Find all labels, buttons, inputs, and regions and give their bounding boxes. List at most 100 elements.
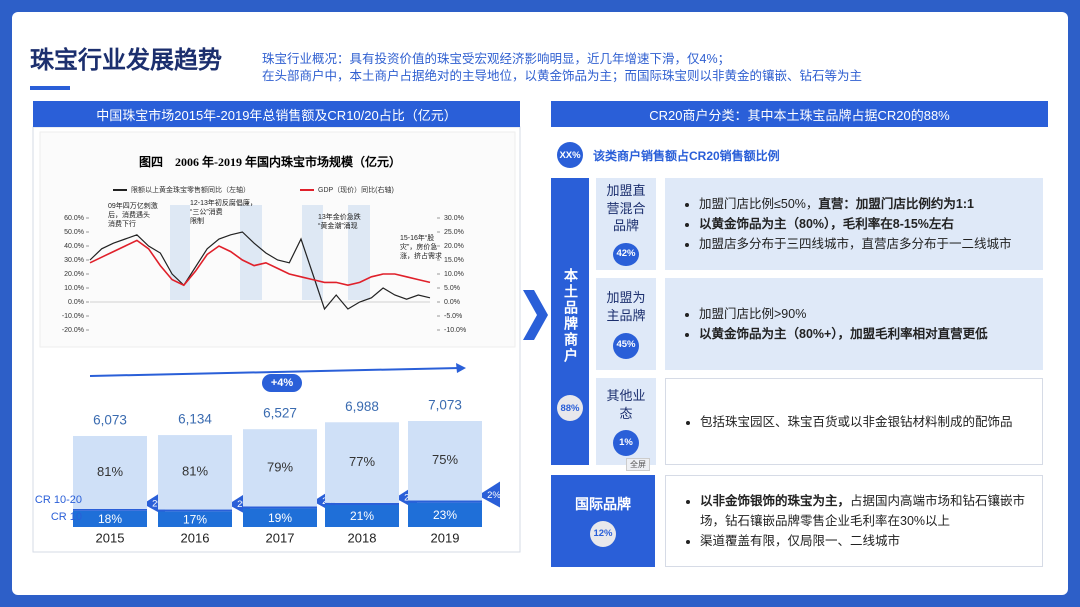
- bar-segment: [158, 509, 232, 512]
- x-tick-label: 2016: [181, 530, 210, 545]
- title-underline: [30, 86, 70, 90]
- bullet-text: 占据国内高端市场和钻石镶嵌市场，钻石镶嵌品牌零售企业毛利率在30%以上: [700, 494, 1026, 528]
- bullet: 以黄金饰品为主（80%），毛利率在8-15%左右: [699, 214, 1029, 234]
- value-label: 2%: [487, 490, 501, 501]
- x-tick-label: 2019: [431, 530, 460, 545]
- bullet-text: 包括珠宝园区、珠宝百货或以非金银钻材料制成的配饰品: [700, 414, 1013, 429]
- bullet-text: 以黄金饰品为主（80%），毛利率在8-15%左右: [699, 217, 954, 231]
- bar-segment: [73, 508, 147, 511]
- value-label: 79%: [267, 459, 293, 474]
- bullet-list: 包括珠宝园区、珠宝百货或以非金银钻材料制成的配饰品: [682, 412, 1028, 432]
- bullet: 渠道覆盖有限，仅局限一、二线城市: [700, 531, 1028, 551]
- bullet-list: 加盟门店比例≤50%，直营：加盟门店比例约为1:1 以黄金饰品为主（80%），毛利…: [681, 194, 1029, 254]
- right-panel-title: CR20商户分类：其中本土珠宝品牌占据CR20的88%: [551, 101, 1048, 127]
- annotation: 15-16年“股: [400, 233, 434, 242]
- group-share: 45%: [613, 332, 639, 359]
- line-series: [89, 239, 431, 287]
- x-tick-label: 2015: [96, 530, 125, 545]
- shaded-period: [240, 205, 262, 300]
- growth-label: +4%: [271, 377, 294, 389]
- value-label: 21%: [350, 509, 374, 523]
- group-name: 加盟为主品牌: [606, 290, 646, 323]
- y-tick-label: 0.0%: [68, 299, 84, 306]
- x-tick-label: 2017: [266, 530, 295, 545]
- y2-tick-label: 5.0%: [444, 285, 460, 292]
- group-name: 其他业态: [606, 387, 646, 421]
- group-box: 加盟直营混合品牌 42%: [596, 178, 656, 270]
- y2-tick-label: -10.0%: [444, 327, 466, 334]
- international-name: 国际品牌: [575, 495, 631, 512]
- tag: 全屏: [626, 458, 650, 471]
- group-name: 加盟直营混合品牌: [606, 183, 646, 234]
- bullet: 以黄金饰品为主（80%+），加盟毛利率相对直营更低: [699, 324, 1029, 344]
- annotation: 后，消费遇头: [108, 210, 150, 219]
- bar-segment: [243, 506, 317, 509]
- annotation: 限制: [190, 216, 204, 225]
- bar-segment: [325, 422, 399, 503]
- group-share: 1%: [613, 430, 639, 457]
- left-panel-title: 中国珠宝市场2015年-2019年总销售额及CR10/20占比（亿元）: [33, 101, 520, 127]
- bullet-text: 以黄金饰品为主（80%+），加盟毛利率相对直营更低: [699, 327, 988, 341]
- bar-segment: [325, 502, 399, 506]
- value-label: 81%: [97, 464, 123, 479]
- x-tick-label: 2018: [348, 530, 377, 545]
- y-tick-label: 30.0%: [64, 257, 84, 264]
- annotation: 灾”，房价急: [400, 242, 437, 251]
- y2-tick-label: 25.0%: [444, 229, 464, 236]
- bullet-text: 加盟门店比例>90%: [699, 307, 807, 321]
- group-box: 加盟为主品牌 45%: [596, 278, 656, 370]
- y-tick-label: 50.0%: [64, 229, 84, 236]
- bullet: 加盟门店比例>90%: [699, 304, 1029, 324]
- y-tick-label: -20.0%: [62, 327, 84, 334]
- growth-arrowhead: [456, 363, 466, 373]
- total-label: 6,527: [263, 406, 297, 421]
- bar-segment: [408, 421, 482, 501]
- bar-segment: [158, 435, 232, 510]
- bullet-text: 以非金饰银饰的珠宝为主，: [700, 494, 851, 508]
- group-content: 加盟门店比例>90% 以黄金饰品为主（80%+），加盟毛利率相对直营更低: [665, 278, 1043, 370]
- bullet-text: 加盟门店比例≤50%，: [699, 197, 819, 211]
- y-tick-label: -10.0%: [62, 313, 84, 320]
- figure-frame: [39, 131, 516, 348]
- annotation: 09年四万亿刺激: [108, 201, 158, 210]
- bar-segment: [158, 511, 232, 527]
- international-share: 12%: [590, 521, 616, 548]
- group-box: 其他业态 1%: [596, 378, 656, 465]
- bullet-text: 渠道覆盖有限，仅局限一、二线城市: [700, 534, 901, 548]
- bar-segment: [73, 510, 147, 527]
- bullet-list: 加盟门店比例>90% 以黄金饰品为主（80%+），加盟毛利率相对直营更低: [681, 304, 1029, 344]
- annotation: 消费下行: [108, 219, 136, 228]
- bar-segment: [408, 502, 482, 527]
- value-label: 75%: [432, 452, 458, 467]
- value-label: 18%: [98, 512, 122, 526]
- chart-title: 图四 2006 年-2019 年国内珠宝市场规模（亿元）: [139, 154, 401, 169]
- group-content: 包括珠宝园区、珠宝百货或以非金银钻材料制成的配饰品: [665, 378, 1043, 465]
- total-label: 6,988: [345, 399, 379, 414]
- y-tick-label: 60.0%: [64, 215, 84, 222]
- summary-line: 珠宝行业概况：具有投资价值的珠宝受宏观经济影响明显，近几年增速下滑，仅4%；: [262, 52, 731, 66]
- local-share: 88%: [557, 395, 583, 421]
- annotation: 13年金价急跌: [318, 212, 361, 221]
- slide-title: 珠宝行业发展趋势: [30, 47, 222, 74]
- value-label: 81%: [182, 464, 208, 479]
- bullet: 以非金饰银饰的珠宝为主，占据国内高端市场和钻石镶嵌市场，钻石镶嵌品牌零售企业毛利…: [700, 491, 1028, 531]
- value-label: 23%: [433, 508, 457, 522]
- label-flag: [478, 481, 500, 508]
- total-label: 6,134: [178, 412, 212, 427]
- bar-segment: [325, 505, 399, 527]
- left-panel-frame: [32, 126, 521, 553]
- y2-tick-label: 30.0%: [444, 215, 464, 222]
- annotation: “三公”消费: [190, 207, 223, 216]
- growth-arrow: [89, 367, 461, 377]
- international-box: 国际品牌 12%: [551, 475, 655, 567]
- legend-label: GDP（现价）同比(右轴): [318, 185, 394, 194]
- bar-segment: [73, 435, 147, 509]
- total-label: 6,073: [93, 413, 127, 428]
- international-content: 以非金饰银饰的珠宝为主，占据国内高端市场和钻石镶嵌市场，钻石镶嵌品牌零售企业毛利…: [665, 475, 1043, 567]
- legend-label: CR 10: [51, 511, 82, 523]
- y-tick-label: 10.0%: [64, 285, 84, 292]
- y2-tick-label: 0.0%: [444, 299, 460, 306]
- y-tick-label: 40.0%: [64, 243, 84, 250]
- bullet: 包括珠宝园区、珠宝百货或以非金银钻材料制成的配饰品: [700, 412, 1028, 432]
